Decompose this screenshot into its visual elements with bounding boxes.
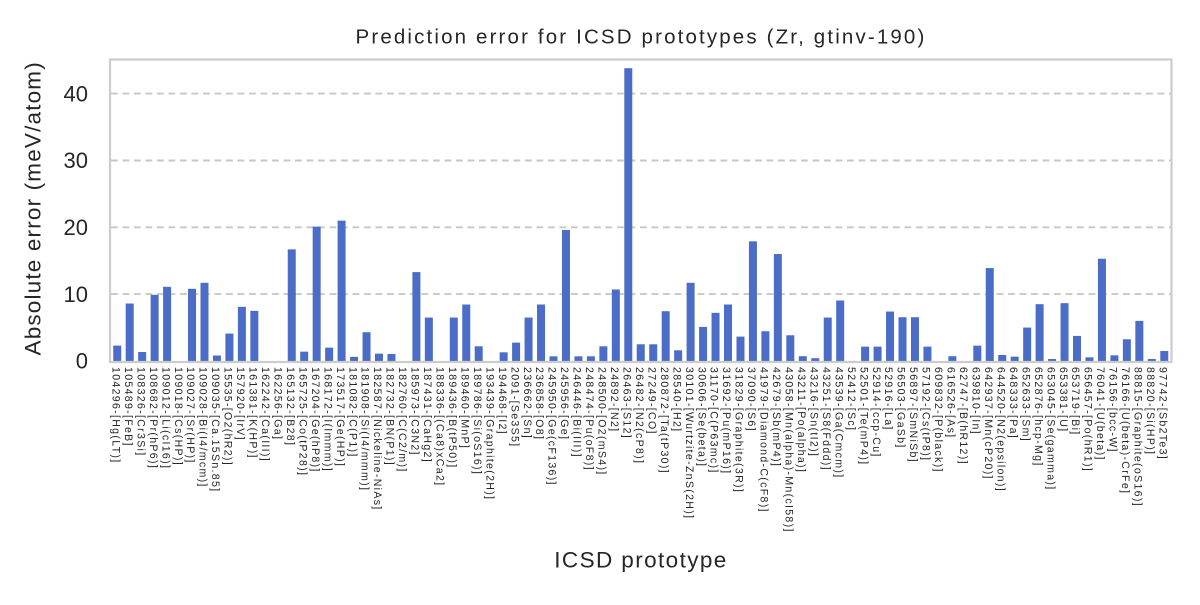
svg-text:189460-[MnP]: 189460-[MnP] <box>458 367 470 449</box>
svg-text:30101-[Wurtzite-ZnS(2H)]: 30101-[Wurtzite-ZnS(2H)] <box>683 367 695 519</box>
svg-text:37090-[S6]: 37090-[S6] <box>745 367 757 432</box>
svg-text:161381-[K(HP)]: 161381-[K(HP)] <box>247 367 259 459</box>
svg-text:185973-[C3N2]: 185973-[C3N2] <box>409 367 421 456</box>
svg-text:656457-[Po(hR1)]: 656457-[Po(hR1)] <box>1082 367 1094 472</box>
svg-text:31170-[C(P63mc)]: 31170-[C(P63mc)] <box>708 367 720 474</box>
svg-text:56897-[SmNiSb]: 56897-[SmNiSb] <box>907 367 919 463</box>
svg-text:57192-[Cs(tP8)]: 57192-[Cs(tP8)] <box>920 367 932 461</box>
svg-text:109035-[Ca.15Sn.85]: 109035-[Ca.15Sn.85] <box>209 367 221 492</box>
svg-text:52916-[La]: 52916-[La] <box>882 367 894 431</box>
svg-text:76156-[bcc-W]: 76156-[bcc-W] <box>1107 367 1119 453</box>
svg-text:189436-[B(tP50)]: 189436-[B(tP50)] <box>446 367 458 468</box>
svg-text:Prediction error for ICSD prot: Prediction error for ICSD prototypes (Zr… <box>356 26 927 49</box>
svg-text:Absolute error (meV/atom): Absolute error (meV/atom) <box>21 61 46 355</box>
svg-text:162256-[Ga]: 162256-[Ga] <box>271 367 283 440</box>
svg-text:653045-[Se(gamma)]: 653045-[Se(gamma)] <box>1044 367 1056 491</box>
svg-text:24892-[N2]: 24892-[N2] <box>608 367 620 432</box>
svg-text:62747-[B(hR12)]: 62747-[B(hR12)] <box>957 367 969 465</box>
svg-text:652876-[hcp-Mg]: 652876-[hcp-Mg] <box>1032 367 1044 467</box>
svg-text:104296-[Hg(LT)]: 104296-[Hg(LT)] <box>109 367 121 463</box>
svg-text:189786-[Si(oS16)]: 189786-[Si(oS16)] <box>471 367 483 475</box>
svg-text:236662-[Sn]: 236662-[Sn] <box>521 367 533 439</box>
svg-text:165132-[B28]: 165132-[B28] <box>284 367 296 446</box>
svg-text:642937-[Mn(cP20)]: 642937-[Mn(cP20)] <box>982 367 994 480</box>
svg-text:248500-[O2(mS4)]: 248500-[O2(mS4)] <box>596 367 608 476</box>
svg-text:248474-[Pu(oF8)]: 248474-[Pu(oF8)] <box>583 367 595 471</box>
svg-text:28540-[H2]: 28540-[H2] <box>670 367 682 432</box>
svg-text:97742-[Sb2Te3]: 97742-[Sb2Te3] <box>1156 367 1168 460</box>
svg-text:52914-[ccp-Cu]: 52914-[ccp-Cu] <box>870 367 882 458</box>
svg-text:52501-[Te(mP4)]: 52501-[Te(mP4)] <box>857 367 869 465</box>
svg-text:27249-[CO]: 27249-[CO] <box>645 367 657 435</box>
svg-text:76041-[U(beta)]: 76041-[U(beta)] <box>1094 367 1106 461</box>
svg-text:609832-[P(black)]: 609832-[P(black)] <box>932 367 944 473</box>
svg-text:43251-[S8(Fddd)]: 43251-[S8(Fddd)] <box>820 367 832 471</box>
svg-text:43539-[Ga(Cmcm)]: 43539-[Ga(Cmcm)] <box>832 367 844 478</box>
svg-text:108682-[Pr(hP6)]: 108682-[Pr(hP6)] <box>147 367 159 469</box>
svg-text:653719-[Bi]: 653719-[Bi] <box>1069 367 1081 435</box>
svg-text:30606-[Se(beta)]: 30606-[Se(beta)] <box>695 367 707 467</box>
svg-text:88815-[Graphite(oS16)]: 88815-[Graphite(oS16)] <box>1132 367 1144 507</box>
svg-text:31692-[Pu(mP16)]: 31692-[Pu(mP16)] <box>720 367 732 474</box>
svg-text:188336-[(Ca8)xCa2]: 188336-[(Ca8)xCa2] <box>434 367 446 486</box>
svg-text:280872-[Ta(tP30)]: 280872-[Ta(tP30)] <box>658 367 670 474</box>
svg-text:109027-[Sr(HP)]: 109027-[Sr(HP)] <box>184 367 196 464</box>
svg-text:648333-[Pa]: 648333-[Pa] <box>1007 367 1019 439</box>
svg-text:245950-[Ge(cF136)]: 245950-[Ge(cF136)] <box>546 367 558 486</box>
svg-text:88820-[Si(HP)]: 88820-[Si(HP)] <box>1144 367 1156 455</box>
svg-text:194468-[I2]: 194468-[I2] <box>496 367 508 435</box>
svg-text:162242-[Ca(III)]: 162242-[Ca(III)] <box>259 367 271 462</box>
svg-text:15535-[O2(hR2)]: 15535-[O2(hR2)] <box>222 367 234 466</box>
svg-text:0: 0 <box>76 349 88 374</box>
svg-text:616526-[As]: 616526-[As] <box>945 367 957 438</box>
svg-text:31829-[Graphite(3R)]: 31829-[Graphite(3R)] <box>733 367 745 493</box>
svg-text:43058-[Mn(alpha)-Mn(cI58)]: 43058-[Mn(alpha)-Mn(cI58)] <box>783 367 795 533</box>
svg-text:26463-[S12]: 26463-[S12] <box>620 367 632 439</box>
svg-text:ICSD prototype: ICSD prototype <box>554 548 727 573</box>
svg-text:109012-[Li(cI16)]: 109012-[Li(cI16)] <box>159 367 171 469</box>
svg-text:40: 40 <box>64 81 88 106</box>
svg-text:182732-[BN(P1)]: 182732-[BN(P1)] <box>384 367 396 466</box>
svg-text:43216-[Sn(tI2)]: 43216-[Sn(tI2)] <box>807 367 819 457</box>
svg-text:43211-[Po(alpha)]: 43211-[Po(alpha)] <box>795 367 807 473</box>
svg-text:187431-[CaHg2]: 187431-[CaHg2] <box>421 367 433 463</box>
svg-text:56503-[GaSb]: 56503-[GaSb] <box>895 367 907 449</box>
svg-text:41979-[Diamond-C(cF8)]: 41979-[Diamond-C(cF8)] <box>758 367 770 513</box>
svg-text:109018-[Cs(HP)]: 109018-[Cs(HP)] <box>172 367 184 466</box>
svg-text:245956-[Ge]: 245956-[Ge] <box>558 367 570 440</box>
svg-text:173517-[Ge(HP)]: 173517-[Ge(HP)] <box>334 367 346 467</box>
svg-text:109028-[Bi(I4/mcm)]: 109028-[Bi(I4/mcm)] <box>197 367 209 488</box>
svg-text:236858-[O8]: 236858-[O8] <box>533 367 545 440</box>
svg-text:653381-[U]: 653381-[U] <box>1057 367 1069 432</box>
svg-text:644520-[N2(epsilon)]: 644520-[N2(epsilon)] <box>994 367 1006 492</box>
svg-text:181082-[C(P1)]: 181082-[C(P1)] <box>346 367 358 458</box>
svg-text:2091-[Se3S5]: 2091-[Se3S5] <box>508 367 520 447</box>
svg-text:167204-[Ge(hP8)]: 167204-[Ge(hP8)] <box>309 367 321 473</box>
svg-text:165725-[Co(tP28)]: 165725-[Co(tP28)] <box>296 367 308 476</box>
svg-text:182587-[Nickeline-NiAs]: 182587-[Nickeline-NiAs] <box>371 367 383 511</box>
svg-text:30: 30 <box>64 148 88 173</box>
svg-text:639810-[In]: 639810-[In] <box>970 367 982 435</box>
svg-text:193439-[Graphite(2H)]: 193439-[Graphite(2H)] <box>483 367 495 500</box>
svg-text:168172-[I(Immm)]: 168172-[I(Immm)] <box>321 367 333 472</box>
svg-text:246446-[Bi(III)]: 246446-[Bi(III)] <box>571 367 583 458</box>
svg-text:157920-[IrV]: 157920-[IrV] <box>234 367 246 441</box>
svg-text:182760-[C(C2/m)]: 182760-[C(C2/m)] <box>396 367 408 473</box>
svg-text:105489-[FeB]: 105489-[FeB] <box>122 367 134 447</box>
svg-text:26482-[N2(cP8)]: 26482-[N2(cP8)] <box>633 367 645 464</box>
svg-text:20: 20 <box>64 215 88 240</box>
svg-text:652633-[Sm]: 652633-[Sm] <box>1019 367 1031 442</box>
svg-text:10: 10 <box>64 282 88 307</box>
svg-text:181908-[Si(I4/mmm)]: 181908-[Si(I4/mmm)] <box>359 367 371 491</box>
svg-text:42679-[Sb(mP4)]: 42679-[Sb(mP4)] <box>770 367 782 467</box>
svg-text:108326-[Cr3Si]: 108326-[Cr3Si] <box>134 367 146 456</box>
svg-text:52412-[Sc]: 52412-[Sc] <box>845 367 857 431</box>
svg-text:76166-[U(beta)-CrFe]: 76166-[U(beta)-CrFe] <box>1119 367 1131 494</box>
